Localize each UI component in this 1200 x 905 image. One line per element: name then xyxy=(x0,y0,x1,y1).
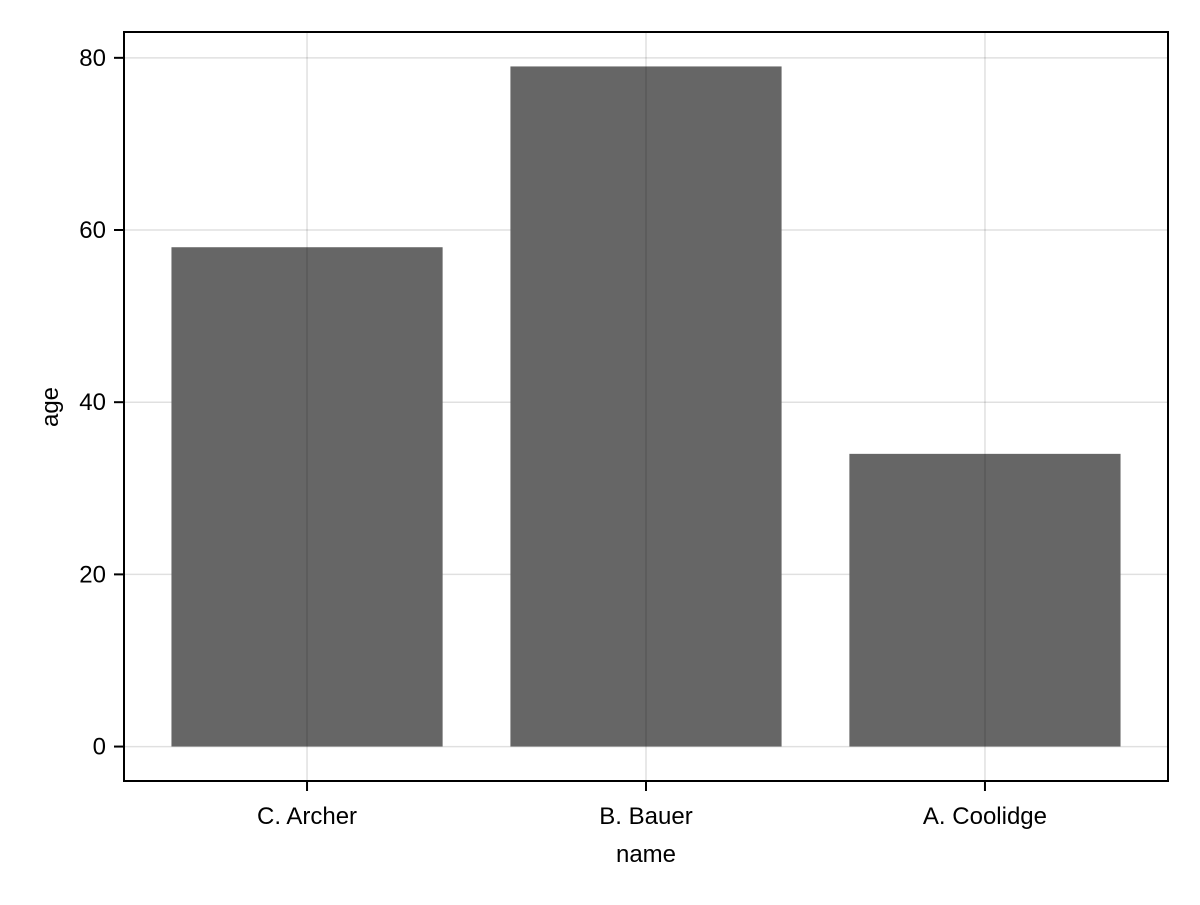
y-tick-label: 20 xyxy=(79,561,106,588)
x-tick-label: B. Bauer xyxy=(599,803,692,830)
bar-c-archer xyxy=(171,247,443,747)
x-tick-label: A. Coolidge xyxy=(923,803,1047,830)
y-axis-label: age xyxy=(37,387,64,427)
y-tick-label: 0 xyxy=(93,734,106,761)
bar-a-coolidge xyxy=(849,453,1121,747)
bars xyxy=(171,66,1121,747)
x-grid-lines xyxy=(306,32,986,781)
y-tick-label: 60 xyxy=(79,217,106,244)
x-axis-label: name xyxy=(616,841,676,868)
bar-b-bauer xyxy=(510,66,782,747)
x-tick-label: C. Archer xyxy=(257,803,357,830)
y-tick-label: 40 xyxy=(79,389,106,416)
y-tick-label: 80 xyxy=(79,45,106,72)
x-axis-ticks: C. Archer B. Bauer A. Coolidge xyxy=(257,781,1047,830)
y-axis-ticks: 0 20 40 60 80 xyxy=(79,45,124,761)
